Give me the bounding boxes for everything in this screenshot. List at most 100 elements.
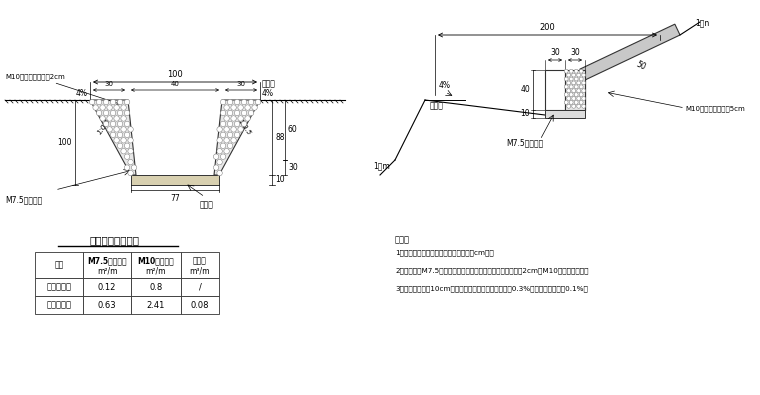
Circle shape xyxy=(575,85,578,89)
Circle shape xyxy=(125,110,130,116)
Bar xyxy=(83,278,131,296)
Bar xyxy=(35,278,83,296)
Bar xyxy=(131,296,181,314)
Circle shape xyxy=(107,105,112,110)
Bar xyxy=(181,252,219,278)
Circle shape xyxy=(572,96,575,100)
Circle shape xyxy=(581,89,586,93)
Circle shape xyxy=(572,104,575,108)
Text: M10水泥砂浆: M10水泥砂浆 xyxy=(138,257,174,265)
Circle shape xyxy=(97,100,102,105)
Text: 100: 100 xyxy=(167,70,183,79)
Text: M7.5浆砌片石: M7.5浆砌片石 xyxy=(87,257,127,265)
Circle shape xyxy=(564,69,568,73)
Text: 2、沟身采用M7.5水泥砂浆砌块石砌筑，沟内壁及沟顶采用厚2cm的M10水泥砂浆抹面。: 2、沟身采用M7.5水泥砂浆砌块石砌筑，沟内壁及沟顶采用厚2cm的M10水泥砂浆… xyxy=(395,267,588,274)
Circle shape xyxy=(572,73,575,77)
Circle shape xyxy=(577,81,581,85)
Circle shape xyxy=(227,121,233,127)
Polygon shape xyxy=(545,70,565,110)
Circle shape xyxy=(220,110,226,116)
Bar xyxy=(181,296,219,314)
Circle shape xyxy=(121,116,126,121)
Circle shape xyxy=(100,116,106,121)
Circle shape xyxy=(217,137,222,143)
Text: 地面线: 地面线 xyxy=(430,101,444,110)
Circle shape xyxy=(575,69,578,73)
Circle shape xyxy=(245,116,250,121)
Text: 2.41: 2.41 xyxy=(147,301,165,310)
Text: 0.12: 0.12 xyxy=(98,282,116,292)
Circle shape xyxy=(128,127,133,132)
Text: 0.8: 0.8 xyxy=(150,282,163,292)
Circle shape xyxy=(242,110,247,116)
Circle shape xyxy=(110,100,116,105)
Bar xyxy=(35,252,83,278)
Circle shape xyxy=(577,96,581,100)
Circle shape xyxy=(224,127,230,132)
Text: 地面线: 地面线 xyxy=(262,79,276,88)
Text: 30: 30 xyxy=(236,81,245,87)
Circle shape xyxy=(569,100,573,104)
Circle shape xyxy=(567,96,571,100)
Circle shape xyxy=(231,105,236,110)
Circle shape xyxy=(128,137,133,143)
Circle shape xyxy=(238,105,243,110)
Circle shape xyxy=(238,116,243,121)
Bar xyxy=(181,278,219,296)
Circle shape xyxy=(567,73,571,77)
Text: 0.63: 0.63 xyxy=(98,301,116,310)
Circle shape xyxy=(103,100,109,105)
Text: 88: 88 xyxy=(275,133,284,142)
Circle shape xyxy=(224,116,230,121)
Circle shape xyxy=(227,143,233,149)
Circle shape xyxy=(252,105,258,110)
Text: 3、沟基础底铺设10cm砂垫层，沟底纵坡一般不得小于0.3%，特殊条件可采用0.1%。: 3、沟基础底铺设10cm砂垫层，沟底纵坡一般不得小于0.3%，特殊条件可采用0.… xyxy=(395,285,588,292)
Circle shape xyxy=(117,132,123,137)
Text: 砂垫层: 砂垫层 xyxy=(193,257,207,265)
Text: 0.08: 0.08 xyxy=(191,301,209,310)
Text: 1：n: 1：n xyxy=(695,18,709,27)
Text: m³/m: m³/m xyxy=(190,266,211,275)
Circle shape xyxy=(242,121,247,127)
Circle shape xyxy=(114,116,119,121)
Circle shape xyxy=(238,127,243,132)
Circle shape xyxy=(93,105,98,110)
Circle shape xyxy=(569,93,573,96)
Text: 40: 40 xyxy=(521,85,530,94)
Polygon shape xyxy=(580,24,680,80)
Circle shape xyxy=(579,100,583,104)
Circle shape xyxy=(220,100,226,105)
Circle shape xyxy=(564,93,568,96)
Text: 100: 100 xyxy=(58,138,72,147)
Circle shape xyxy=(564,100,568,104)
Circle shape xyxy=(103,110,109,116)
Text: 1:0.5: 1:0.5 xyxy=(236,118,252,136)
Bar xyxy=(83,252,131,278)
Circle shape xyxy=(255,100,261,105)
Circle shape xyxy=(245,105,250,110)
Circle shape xyxy=(575,77,578,81)
Circle shape xyxy=(575,100,578,104)
Circle shape xyxy=(234,110,240,116)
Text: M7.5浆砌片石: M7.5浆砌片石 xyxy=(5,195,43,204)
Circle shape xyxy=(117,100,123,105)
Circle shape xyxy=(569,69,573,73)
Circle shape xyxy=(564,77,568,81)
Polygon shape xyxy=(131,175,219,185)
Circle shape xyxy=(220,143,226,149)
Bar xyxy=(131,252,181,278)
Text: 排水沟工程数量表: 排水沟工程数量表 xyxy=(90,235,140,245)
Bar xyxy=(131,278,181,296)
Circle shape xyxy=(577,104,581,108)
Circle shape xyxy=(107,116,112,121)
Text: 4%: 4% xyxy=(76,89,88,98)
Circle shape xyxy=(577,89,581,93)
Circle shape xyxy=(114,105,119,110)
Circle shape xyxy=(242,100,247,105)
Text: 平台截水沟: 平台截水沟 xyxy=(46,282,71,292)
Circle shape xyxy=(121,105,126,110)
Text: 边沟截水沟: 边沟截水沟 xyxy=(46,301,71,310)
Circle shape xyxy=(567,104,571,108)
Circle shape xyxy=(110,110,116,116)
Circle shape xyxy=(131,165,137,170)
